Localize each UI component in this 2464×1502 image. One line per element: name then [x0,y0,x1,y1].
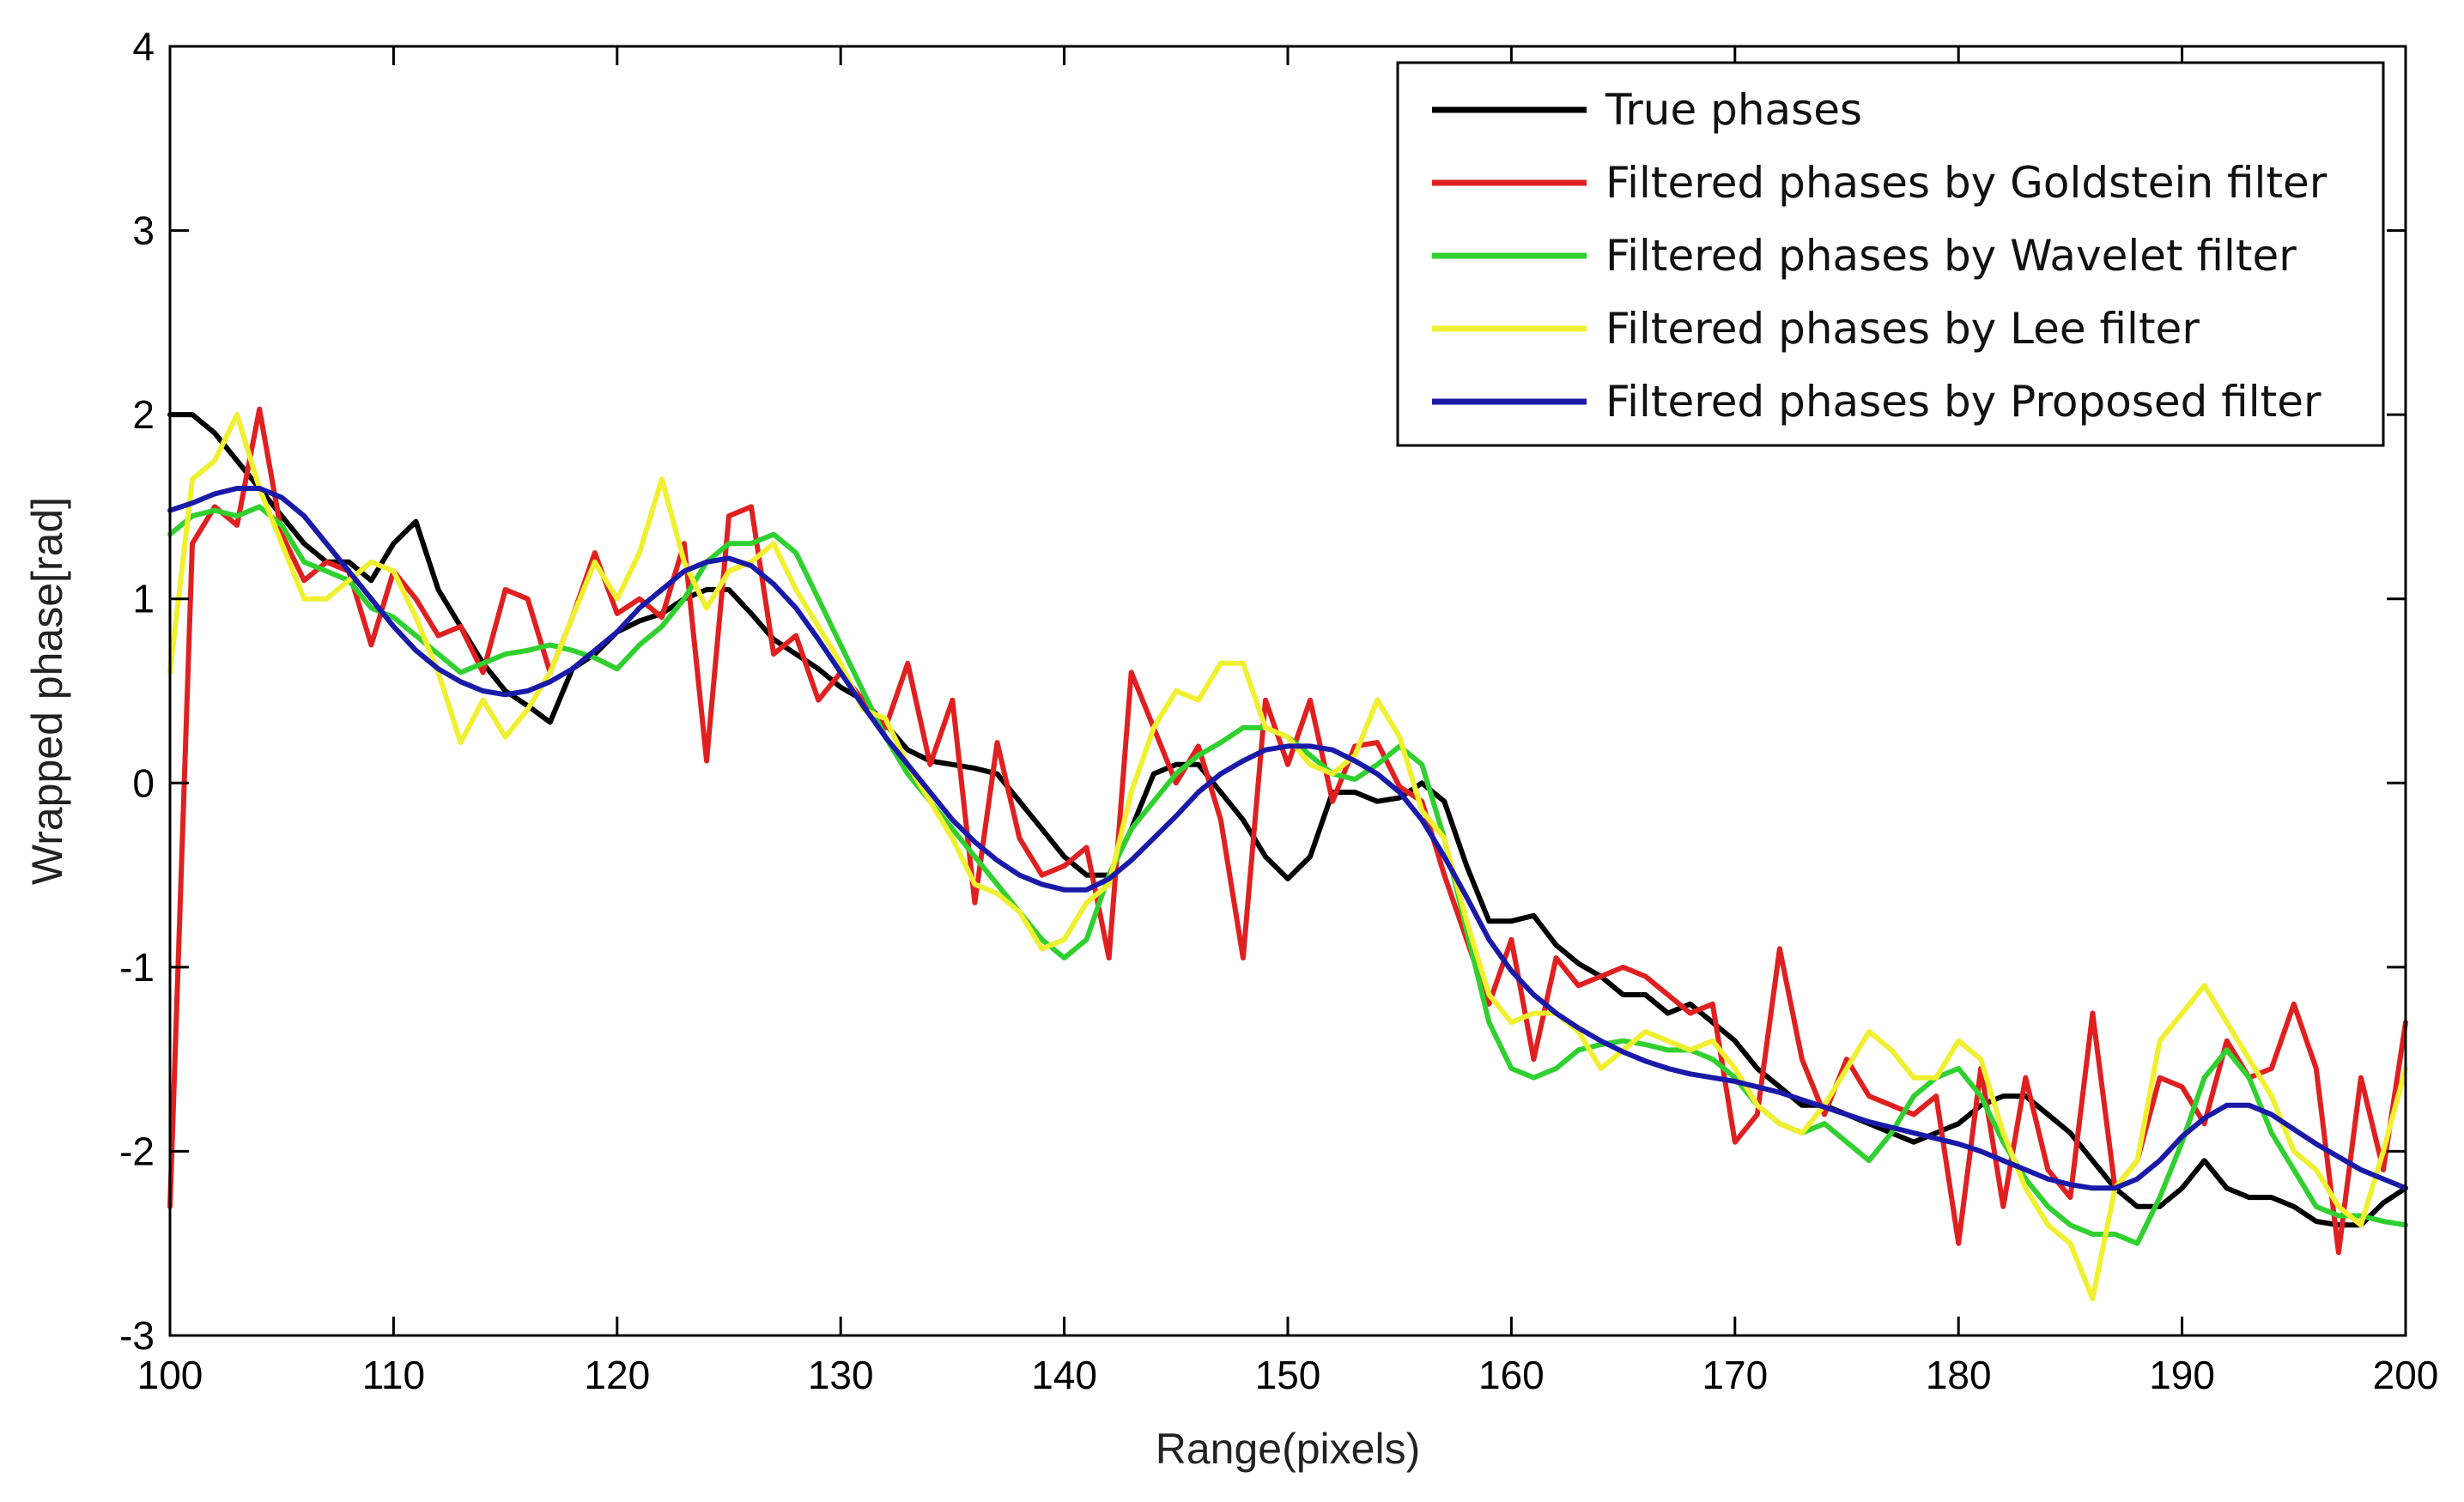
series-line-4 [167,486,2408,1191]
y-tick-label: 2 [132,392,155,437]
x-tick-label: 160 [1478,1353,1545,1397]
x-tick-label: 100 [137,1353,203,1397]
y-tick-label: -3 [119,1313,155,1358]
y-tick-label: -1 [119,945,155,990]
legend-label: Filtered phases by Goldstein filter [1605,158,2327,208]
y-axis-label: Wrapped phase[rad] [23,497,71,885]
legend-label: Filtered phases by Wavelet filter [1605,231,2297,281]
x-tick-label: 200 [2373,1353,2439,1397]
y-tick-label: 4 [132,24,155,69]
x-tick-label: 180 [1926,1353,1992,1397]
y-tick-label: -2 [119,1129,155,1173]
legend-label: Filtered phases by Lee filter [1605,304,2200,354]
x-axis-label: Range(pixels) [1156,1425,1420,1473]
ticks-group: 100 110 120 130 140 150 160 170 180 190 200 -3 -2 -1 0… [119,24,2438,1397]
x-tick-label: 110 [362,1353,425,1397]
x-tick-label: 150 [1255,1353,1321,1397]
legend-label: True phases [1605,85,1862,135]
y-tick-label: 1 [132,577,155,621]
x-tick-label: 130 [808,1353,874,1397]
series-group [167,406,2408,1302]
x-tick-label: 120 [584,1353,650,1397]
legend-label: Filtered phases by Proposed filter [1605,377,2321,427]
y-tick-label: 3 [132,209,155,253]
x-tick-label: 190 [2149,1353,2215,1397]
legend: True phases Filtered phases by Goldstein … [1396,61,2385,447]
x-tick-label: 170 [1702,1353,1768,1397]
y-tick-label: 0 [132,760,155,805]
x-tick-label: 140 [1031,1353,1097,1397]
